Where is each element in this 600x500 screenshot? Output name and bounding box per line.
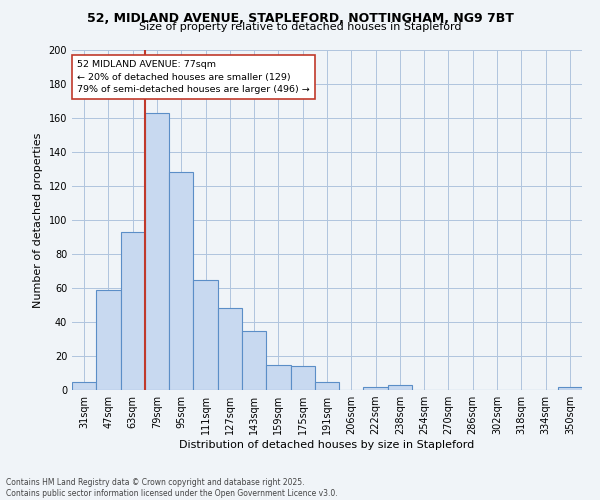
X-axis label: Distribution of detached houses by size in Stapleford: Distribution of detached houses by size … xyxy=(179,440,475,450)
Bar xyxy=(364,386,388,390)
Bar xyxy=(96,290,121,390)
Bar xyxy=(315,382,339,390)
Text: Contains HM Land Registry data © Crown copyright and database right 2025.
Contai: Contains HM Land Registry data © Crown c… xyxy=(6,478,338,498)
Bar xyxy=(558,386,582,390)
Bar xyxy=(121,232,145,390)
Bar xyxy=(169,172,193,390)
Bar xyxy=(193,280,218,390)
Bar xyxy=(242,330,266,390)
Bar xyxy=(218,308,242,390)
Text: 52 MIDLAND AVENUE: 77sqm
← 20% of detached houses are smaller (129)
79% of semi-: 52 MIDLAND AVENUE: 77sqm ← 20% of detach… xyxy=(77,60,310,94)
Bar xyxy=(388,385,412,390)
Bar xyxy=(72,382,96,390)
Text: 52, MIDLAND AVENUE, STAPLEFORD, NOTTINGHAM, NG9 7BT: 52, MIDLAND AVENUE, STAPLEFORD, NOTTINGH… xyxy=(86,12,514,26)
Bar xyxy=(290,366,315,390)
Y-axis label: Number of detached properties: Number of detached properties xyxy=(33,132,43,308)
Bar xyxy=(266,364,290,390)
Text: Size of property relative to detached houses in Stapleford: Size of property relative to detached ho… xyxy=(139,22,461,32)
Bar xyxy=(145,113,169,390)
